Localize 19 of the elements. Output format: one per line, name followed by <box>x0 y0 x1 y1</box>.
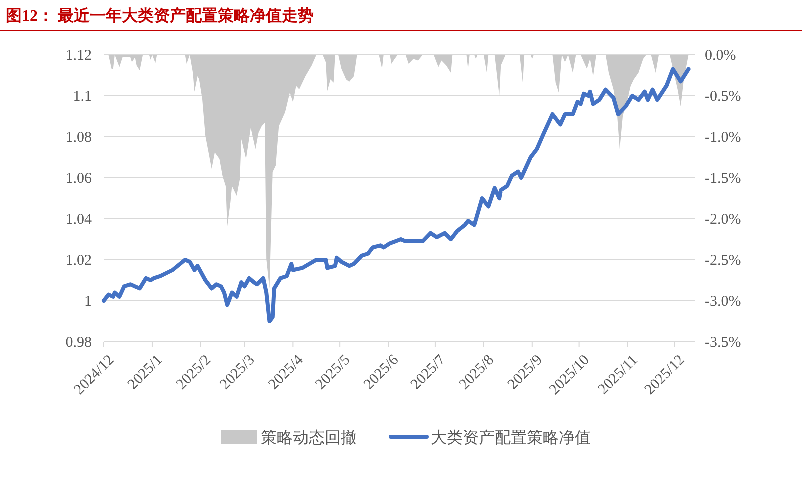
y-tick-label: 0.98 <box>66 335 92 351</box>
y-tick-label: 1.04 <box>66 212 92 228</box>
y2-tick-label: -1.5% <box>705 171 742 187</box>
y-tick-label: 1.08 <box>66 130 92 146</box>
y-tick-label: 1.02 <box>66 253 92 269</box>
y2-tick-label: -0.5% <box>705 89 742 105</box>
y2-tick-label: -3.0% <box>705 294 742 310</box>
y2-tick-label: -1.0% <box>705 130 742 146</box>
y2-tick-label: -2.0% <box>705 212 742 228</box>
y-tick-label: 1 <box>84 294 92 310</box>
legend-label: 策略动态回撤 <box>261 429 357 447</box>
y2-tick-label: -3.5% <box>705 335 742 351</box>
y2-tick-label: 0.0% <box>705 48 736 64</box>
y-tick-label: 1.1 <box>73 89 92 105</box>
legend-label: 大类资产配置策略净值 <box>431 429 591 447</box>
title: 图12： 最近一年大类资产配置策略净值走势 <box>6 8 314 25</box>
y-tick-label: 1.12 <box>66 48 92 64</box>
y-tick-label: 1.06 <box>66 171 92 187</box>
y2-tick-label: -2.5% <box>705 253 742 269</box>
